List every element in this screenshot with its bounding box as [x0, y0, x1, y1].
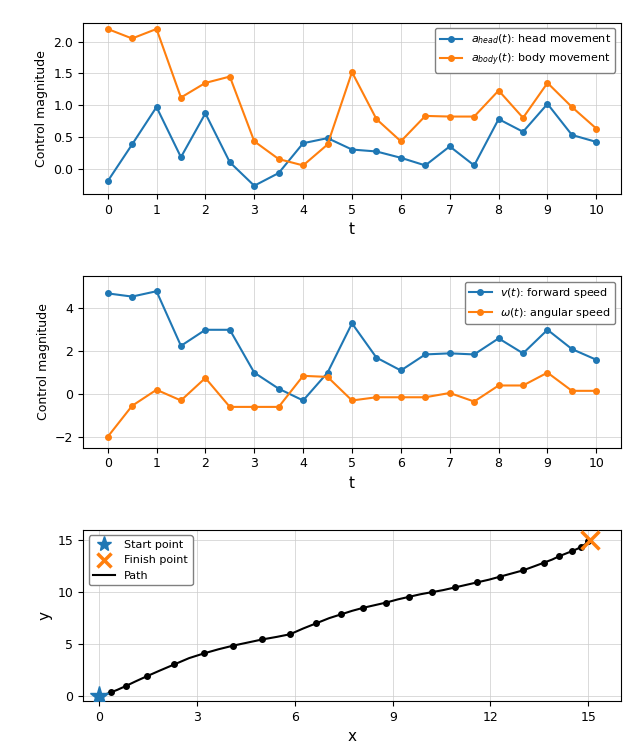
$\omega(t)$: angular speed: (3, -0.6): angular speed: (3, -0.6) — [250, 403, 258, 412]
Y-axis label: y: y — [37, 611, 52, 620]
$a_{body}(t)$: body movement: (7.5, 0.82): body movement: (7.5, 0.82) — [470, 112, 478, 121]
$\omega(t)$: angular speed: (4.5, 0.8): angular speed: (4.5, 0.8) — [324, 372, 332, 382]
$v(t)$: forward speed: (1, 4.8): forward speed: (1, 4.8) — [153, 287, 161, 296]
$v(t)$: forward speed: (10, 1.6): forward speed: (10, 1.6) — [593, 355, 600, 364]
$v(t)$: forward speed: (0.5, 4.55): forward speed: (0.5, 4.55) — [128, 292, 136, 301]
$v(t)$: forward speed: (2.5, 3): forward speed: (2.5, 3) — [226, 325, 234, 334]
$v(t)$: forward speed: (7.5, 1.85): forward speed: (7.5, 1.85) — [470, 350, 478, 359]
$a_{head}(t)$: head movement: (0.5, 0.38): head movement: (0.5, 0.38) — [128, 140, 136, 149]
$v(t)$: forward speed: (2, 3): forward speed: (2, 3) — [202, 325, 209, 334]
$a_{body}(t)$: body movement: (2, 1.35): body movement: (2, 1.35) — [202, 78, 209, 87]
Line: $v(t)$: forward speed: $v(t)$: forward speed — [105, 289, 599, 403]
$a_{head}(t)$: head movement: (9.5, 0.53): head movement: (9.5, 0.53) — [568, 130, 576, 139]
$v(t)$: forward speed: (4, -0.3): forward speed: (4, -0.3) — [300, 396, 307, 405]
$a_{head}(t)$: head movement: (6, 0.17): head movement: (6, 0.17) — [397, 153, 404, 162]
$a_{body}(t)$: body movement: (0.5, 2.05): body movement: (0.5, 2.05) — [128, 34, 136, 43]
$a_{body}(t)$: body movement: (5, 1.52): body movement: (5, 1.52) — [348, 68, 356, 77]
$a_{head}(t)$: head movement: (5, 0.3): head movement: (5, 0.3) — [348, 145, 356, 154]
$a_{head}(t)$: head movement: (4, 0.4): head movement: (4, 0.4) — [300, 139, 307, 148]
$v(t)$: forward speed: (9.5, 2.1): forward speed: (9.5, 2.1) — [568, 345, 576, 354]
$v(t)$: forward speed: (1.5, 2.25): forward speed: (1.5, 2.25) — [177, 342, 185, 351]
$\omega(t)$: angular speed: (2, 0.75): angular speed: (2, 0.75) — [202, 373, 209, 382]
$\omega(t)$: angular speed: (10, 0.15): angular speed: (10, 0.15) — [593, 386, 600, 395]
$\omega(t)$: angular speed: (7, 0.05): angular speed: (7, 0.05) — [446, 388, 454, 397]
$\omega(t)$: angular speed: (6, -0.15): angular speed: (6, -0.15) — [397, 393, 404, 402]
$\omega(t)$: angular speed: (5, -0.3): angular speed: (5, -0.3) — [348, 396, 356, 405]
$v(t)$: forward speed: (8.5, 1.9): forward speed: (8.5, 1.9) — [519, 349, 527, 358]
$v(t)$: forward speed: (9, 3): forward speed: (9, 3) — [543, 325, 551, 334]
Legend: $v(t)$: forward speed, $\omega(t)$: angular speed: $v(t)$: forward speed, $\omega(t)$: angu… — [465, 282, 615, 324]
$\omega(t)$: angular speed: (8, 0.4): angular speed: (8, 0.4) — [495, 381, 502, 390]
$a_{body}(t)$: body movement: (0, 2.2): body movement: (0, 2.2) — [104, 24, 111, 33]
$\omega(t)$: angular speed: (0.5, -0.55): angular speed: (0.5, -0.55) — [128, 401, 136, 410]
Legend: $a_{head}(t)$: head movement, $a_{body}(t)$: body movement: $a_{head}(t)$: head movement, $a_{body}(… — [435, 28, 615, 72]
Y-axis label: Control magnitude: Control magnitude — [36, 303, 49, 421]
$v(t)$: forward speed: (5, 3.3): forward speed: (5, 3.3) — [348, 319, 356, 328]
$a_{body}(t)$: body movement: (6, 0.43): body movement: (6, 0.43) — [397, 136, 404, 146]
$\omega(t)$: angular speed: (9, 1): angular speed: (9, 1) — [543, 368, 551, 377]
$a_{head}(t)$: head movement: (3, -0.27): head movement: (3, -0.27) — [250, 181, 258, 190]
Legend: Start point, Finish point, Path: Start point, Finish point, Path — [89, 535, 193, 585]
$\omega(t)$: angular speed: (3.5, -0.6): angular speed: (3.5, -0.6) — [275, 403, 282, 412]
$v(t)$: forward speed: (3, 1): forward speed: (3, 1) — [250, 368, 258, 377]
$\omega(t)$: angular speed: (7.5, -0.35): angular speed: (7.5, -0.35) — [470, 397, 478, 406]
$a_{body}(t)$: body movement: (10, 0.63): body movement: (10, 0.63) — [593, 124, 600, 133]
$a_{body}(t)$: body movement: (7, 0.82): body movement: (7, 0.82) — [446, 112, 454, 121]
$a_{head}(t)$: head movement: (3.5, -0.07): head movement: (3.5, -0.07) — [275, 168, 282, 177]
$v(t)$: forward speed: (0, 4.7): forward speed: (0, 4.7) — [104, 289, 111, 298]
$\omega(t)$: angular speed: (0, -2): angular speed: (0, -2) — [104, 432, 111, 441]
Line: $\omega(t)$: angular speed: $\omega(t)$: angular speed — [105, 370, 599, 440]
$a_{head}(t)$: head movement: (9, 1.02): head movement: (9, 1.02) — [543, 100, 551, 109]
$v(t)$: forward speed: (8, 2.6): forward speed: (8, 2.6) — [495, 334, 502, 343]
$\omega(t)$: angular speed: (6.5, -0.15): angular speed: (6.5, -0.15) — [422, 393, 429, 402]
$a_{body}(t)$: body movement: (6.5, 0.83): body movement: (6.5, 0.83) — [422, 112, 429, 121]
$a_{head}(t)$: head movement: (10, 0.42): head movement: (10, 0.42) — [593, 137, 600, 146]
$v(t)$: forward speed: (4.5, 1): forward speed: (4.5, 1) — [324, 368, 332, 377]
$a_{head}(t)$: head movement: (0, -0.2): head movement: (0, -0.2) — [104, 176, 111, 185]
$a_{body}(t)$: body movement: (8.5, 0.8): body movement: (8.5, 0.8) — [519, 113, 527, 122]
$\omega(t)$: angular speed: (4, 0.85): angular speed: (4, 0.85) — [300, 371, 307, 380]
$a_{body}(t)$: body movement: (1.5, 1.12): body movement: (1.5, 1.12) — [177, 93, 185, 102]
$v(t)$: forward speed: (7, 1.9): forward speed: (7, 1.9) — [446, 349, 454, 358]
$a_{head}(t)$: head movement: (6.5, 0.05): head movement: (6.5, 0.05) — [422, 161, 429, 170]
$\omega(t)$: angular speed: (8.5, 0.4): angular speed: (8.5, 0.4) — [519, 381, 527, 390]
$a_{body}(t)$: body movement: (4.5, 0.38): body movement: (4.5, 0.38) — [324, 140, 332, 149]
$a_{head}(t)$: head movement: (1.5, 0.18): head movement: (1.5, 0.18) — [177, 152, 185, 161]
$a_{head}(t)$: head movement: (8.5, 0.58): head movement: (8.5, 0.58) — [519, 127, 527, 136]
Line: $a_{head}(t)$: head movement: $a_{head}(t)$: head movement — [105, 101, 599, 188]
$a_{body}(t)$: body movement: (3.5, 0.15): body movement: (3.5, 0.15) — [275, 155, 282, 164]
$v(t)$: forward speed: (5.5, 1.7): forward speed: (5.5, 1.7) — [372, 353, 380, 362]
$v(t)$: forward speed: (3.5, 0.25): forward speed: (3.5, 0.25) — [275, 385, 282, 394]
$a_{body}(t)$: body movement: (2.5, 1.45): body movement: (2.5, 1.45) — [226, 72, 234, 81]
Y-axis label: Control magnitude: Control magnitude — [35, 50, 48, 167]
$a_{head}(t)$: head movement: (7.5, 0.05): head movement: (7.5, 0.05) — [470, 161, 478, 170]
$v(t)$: forward speed: (6.5, 1.85): forward speed: (6.5, 1.85) — [422, 350, 429, 359]
$a_{body}(t)$: body movement: (9.5, 0.97): body movement: (9.5, 0.97) — [568, 103, 576, 112]
$\omega(t)$: angular speed: (9.5, 0.15): angular speed: (9.5, 0.15) — [568, 386, 576, 395]
$a_{head}(t)$: head movement: (4.5, 0.48): head movement: (4.5, 0.48) — [324, 133, 332, 143]
$a_{body}(t)$: body movement: (3, 0.43): body movement: (3, 0.43) — [250, 136, 258, 146]
$a_{head}(t)$: head movement: (8, 0.78): head movement: (8, 0.78) — [495, 115, 502, 124]
$\omega(t)$: angular speed: (5.5, -0.15): angular speed: (5.5, -0.15) — [372, 393, 380, 402]
X-axis label: x: x — [348, 730, 356, 744]
$a_{head}(t)$: head movement: (1, 0.97): head movement: (1, 0.97) — [153, 103, 161, 112]
Line: $a_{body}(t)$: body movement: $a_{body}(t)$: body movement — [105, 26, 599, 168]
$a_{head}(t)$: head movement: (2, 0.87): head movement: (2, 0.87) — [202, 109, 209, 118]
$v(t)$: forward speed: (6, 1.1): forward speed: (6, 1.1) — [397, 366, 404, 375]
$a_{head}(t)$: head movement: (2.5, 0.1): head movement: (2.5, 0.1) — [226, 158, 234, 167]
$\omega(t)$: angular speed: (1.5, -0.3): angular speed: (1.5, -0.3) — [177, 396, 185, 405]
$a_{head}(t)$: head movement: (7, 0.35): head movement: (7, 0.35) — [446, 142, 454, 151]
$a_{body}(t)$: body movement: (8, 1.23): body movement: (8, 1.23) — [495, 86, 502, 95]
$a_{body}(t)$: body movement: (1, 2.2): body movement: (1, 2.2) — [153, 24, 161, 33]
X-axis label: t: t — [349, 222, 355, 238]
$a_{head}(t)$: head movement: (5.5, 0.27): head movement: (5.5, 0.27) — [372, 147, 380, 156]
$\omega(t)$: angular speed: (2.5, -0.6): angular speed: (2.5, -0.6) — [226, 403, 234, 412]
X-axis label: t: t — [349, 476, 355, 491]
$a_{body}(t)$: body movement: (9, 1.35): body movement: (9, 1.35) — [543, 78, 551, 87]
$a_{body}(t)$: body movement: (5.5, 0.78): body movement: (5.5, 0.78) — [372, 115, 380, 124]
$a_{body}(t)$: body movement: (4, 0.05): body movement: (4, 0.05) — [300, 161, 307, 170]
$\omega(t)$: angular speed: (1, 0.2): angular speed: (1, 0.2) — [153, 385, 161, 394]
